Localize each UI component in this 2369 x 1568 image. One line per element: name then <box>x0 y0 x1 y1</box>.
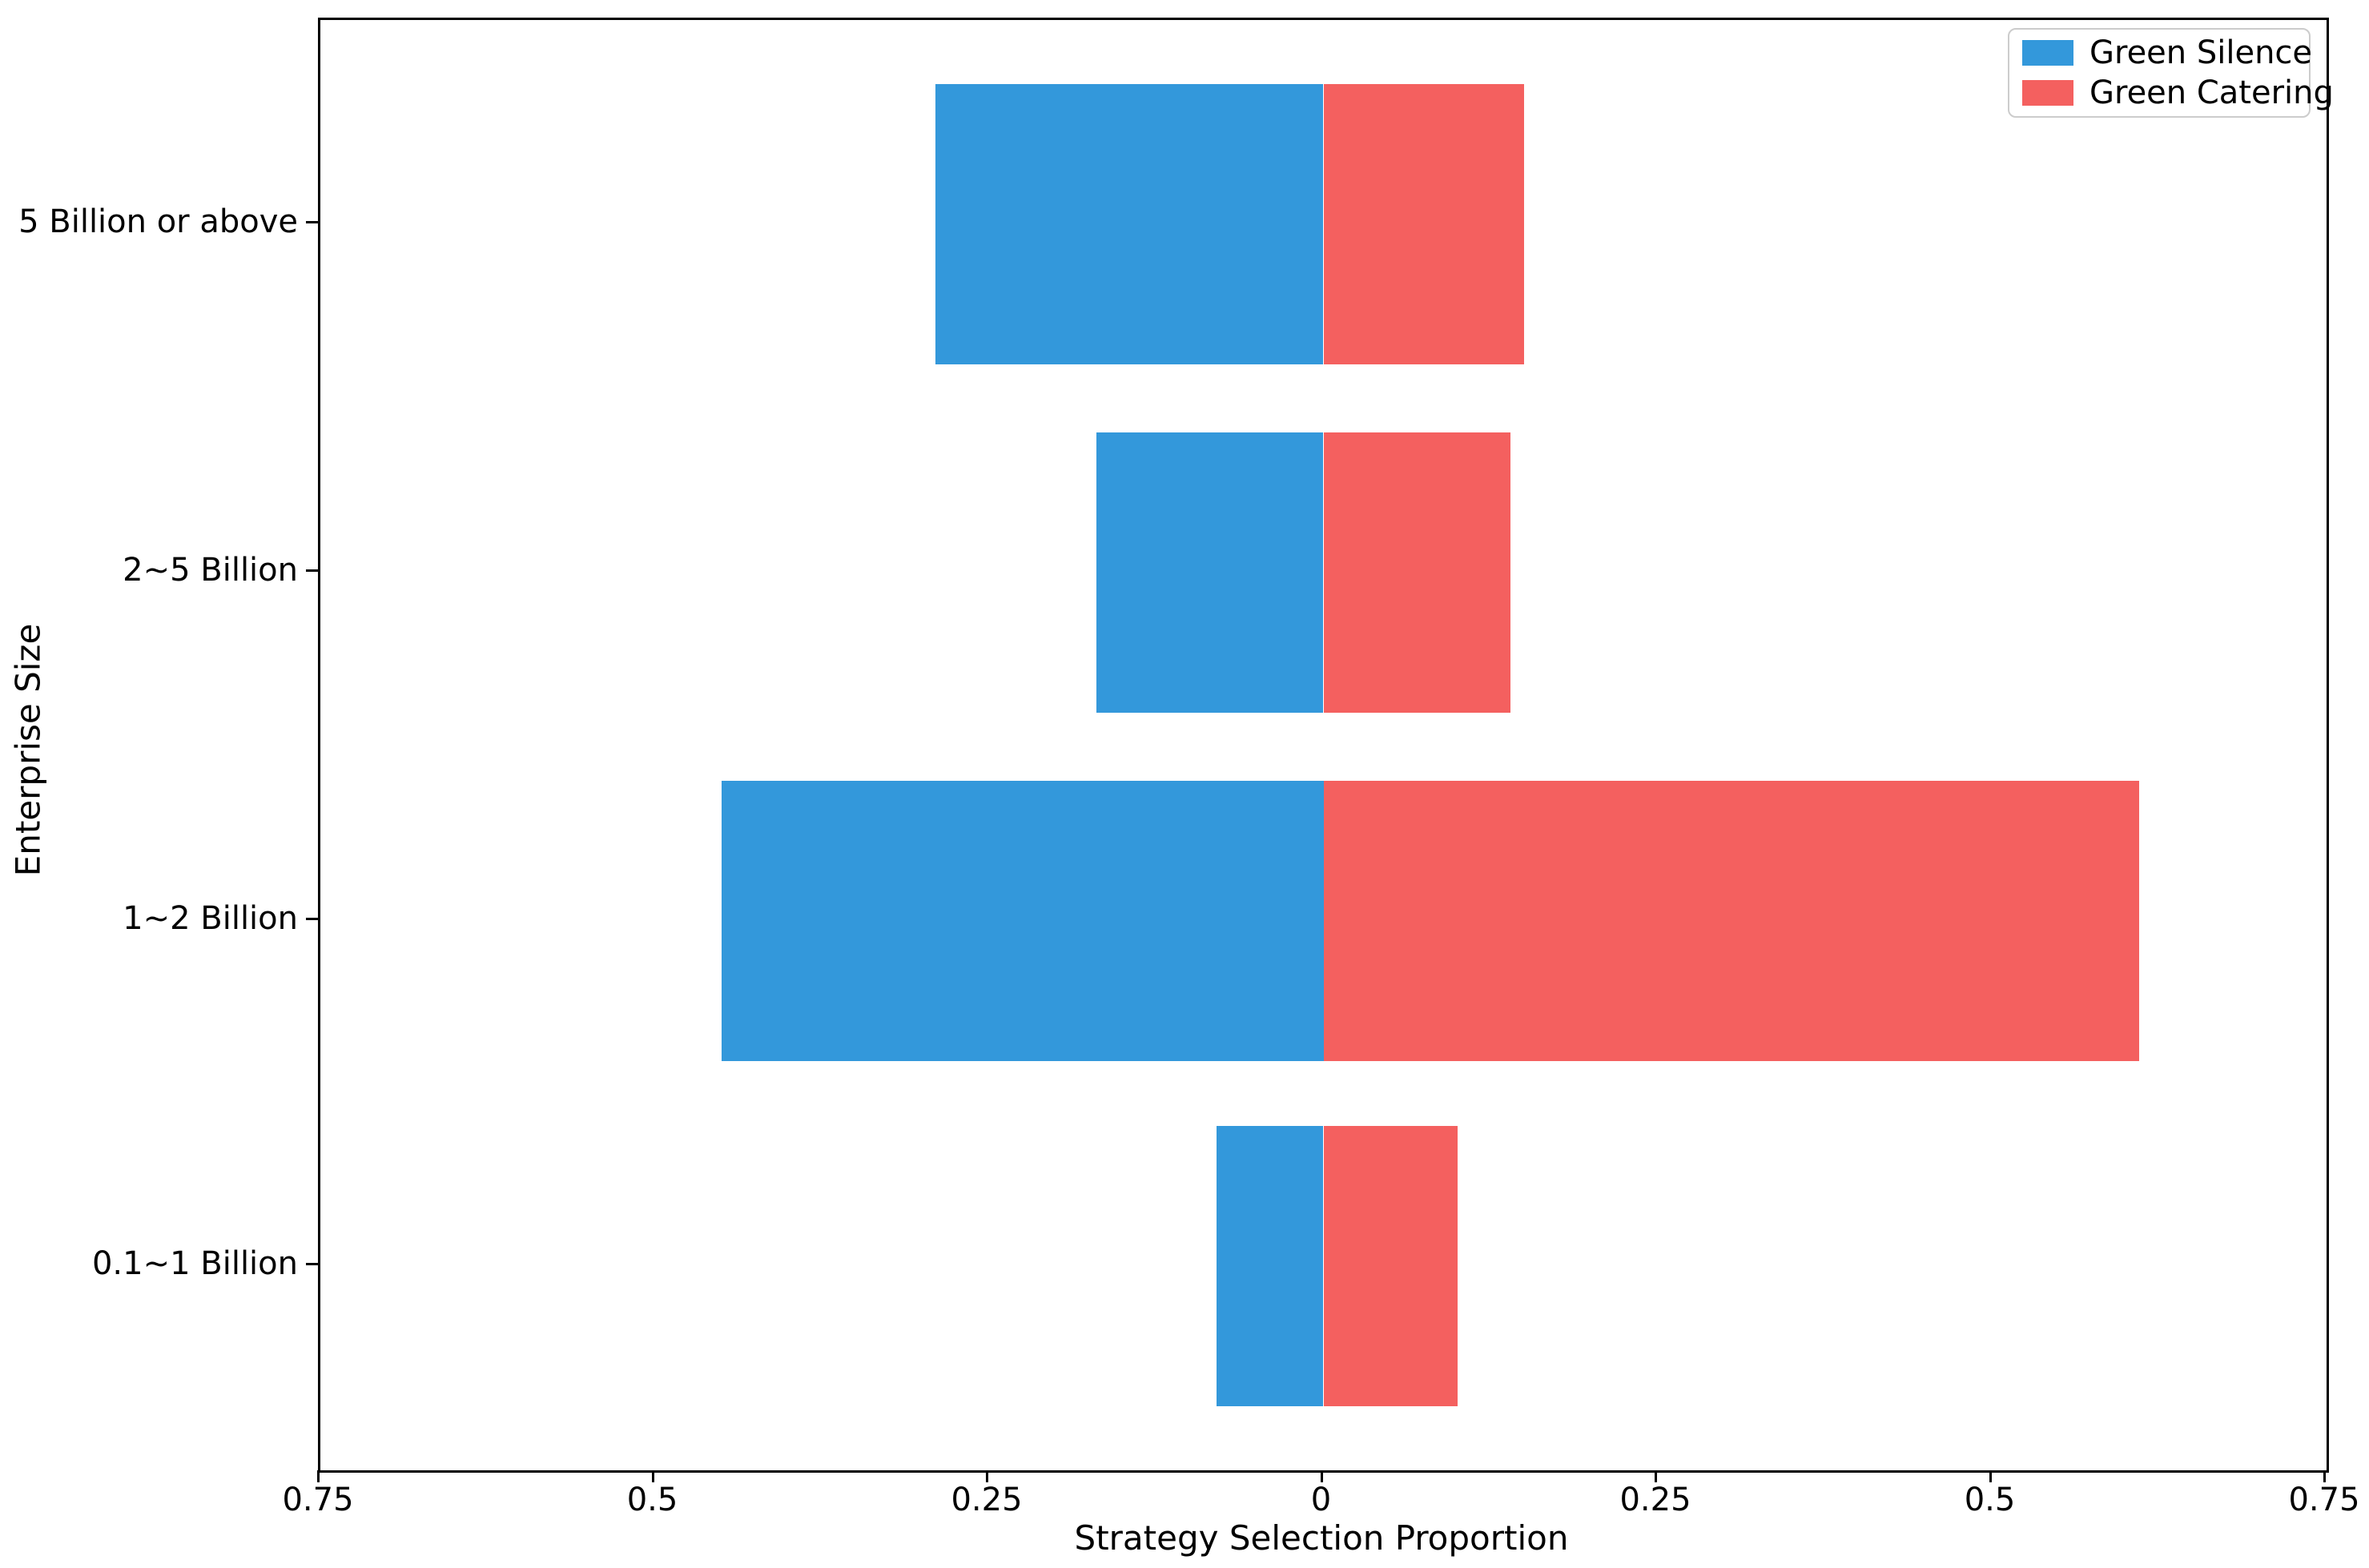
bar-green-silence-row-0 <box>935 84 1324 364</box>
legend: Green Silence Green Catering <box>2008 28 2334 118</box>
bar-green-catering-row-0 <box>1323 84 1524 364</box>
bar-green-silence-row-3 <box>1216 1126 1324 1406</box>
y-tick-mark-0 <box>306 221 318 223</box>
y-tick-mark-1 <box>306 569 318 572</box>
x-tick-label-3: 0 <box>1310 1482 1332 1518</box>
legend-item-green-catering: Green Catering <box>2022 77 2334 109</box>
bar-green-silence-row-2 <box>722 781 1324 1061</box>
x-tick-label-4: 0.25 <box>1619 1482 1691 1518</box>
legend-swatch-icon <box>2022 80 2073 106</box>
x-tick-label-2: 0.25 <box>951 1482 1023 1518</box>
x-tick-mark-5 <box>1989 1470 1992 1482</box>
x-tick-mark-2 <box>986 1470 988 1482</box>
x-tick-label-1: 0.5 <box>626 1482 678 1518</box>
x-tick-mark-6 <box>2323 1470 2326 1482</box>
y-tick-label-2: 1~2 Billion <box>123 900 298 937</box>
bar-green-catering-row-3 <box>1323 1126 1458 1406</box>
x-tick-label-0: 0.75 <box>282 1482 354 1518</box>
x-tick-label-5: 0.5 <box>1964 1482 2016 1518</box>
x-axis-title: Strategy Selection Proportion <box>1074 1518 1569 1558</box>
y-tick-label-3: 0.1~1 Billion <box>91 1245 298 1282</box>
y-tick-label-1: 2~5 Billion <box>123 552 298 589</box>
y-tick-label-0: 5 Billion or above <box>18 203 298 240</box>
legend-swatch-icon <box>2022 40 2073 66</box>
legend-label: Green Silence <box>2089 34 2313 71</box>
y-tick-mark-2 <box>306 918 318 920</box>
x-tick-mark-4 <box>1655 1470 1657 1482</box>
plot-area <box>318 18 2329 1473</box>
y-tick-mark-3 <box>306 1263 318 1265</box>
x-tick-mark-3 <box>1320 1470 1323 1482</box>
y-axis-title: Enterprise Size <box>8 623 48 877</box>
legend-item-green-silence: Green Silence <box>2022 37 2312 69</box>
x-tick-mark-1 <box>651 1470 654 1482</box>
legend-label: Green Catering <box>2089 74 2334 111</box>
x-tick-label-6: 0.75 <box>2288 1482 2360 1518</box>
bar-green-catering-row-2 <box>1323 781 2140 1061</box>
bar-green-catering-row-1 <box>1323 432 1511 713</box>
bar-green-silence-row-1 <box>1096 432 1324 713</box>
x-tick-mark-0 <box>317 1470 320 1482</box>
